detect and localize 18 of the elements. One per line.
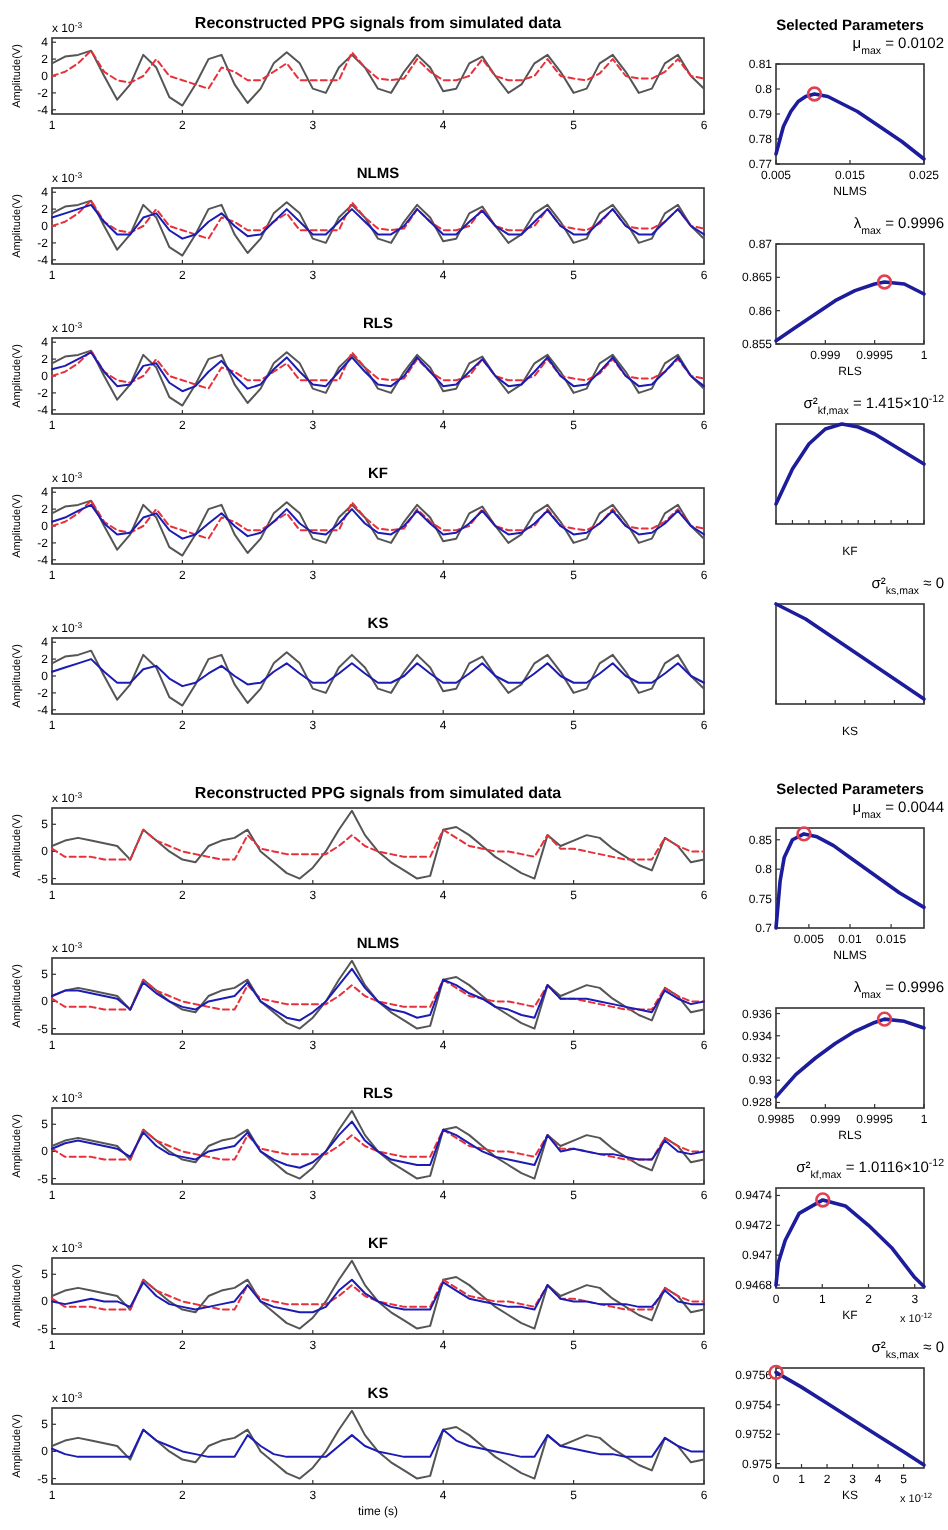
chart-title: Reconstructed PPG signals from simulated data (194, 784, 563, 802)
line-series (51, 649, 705, 707)
line-series (51, 658, 705, 688)
line-series (51, 199, 705, 257)
line-series (51, 1120, 705, 1169)
line-series (51, 828, 705, 861)
chart-title: Reconstructed PPG signals from simulated data (194, 14, 563, 32)
line-series (51, 49, 705, 90)
line-series (51, 1259, 705, 1330)
line-series (51, 49, 705, 107)
line-series (51, 809, 705, 880)
line-series (51, 978, 705, 1011)
line-series (51, 499, 705, 557)
line-series (51, 349, 705, 407)
line-series (51, 1109, 705, 1180)
line-series (51, 1128, 705, 1161)
line-series (51, 1428, 705, 1458)
line-series (51, 1409, 705, 1480)
